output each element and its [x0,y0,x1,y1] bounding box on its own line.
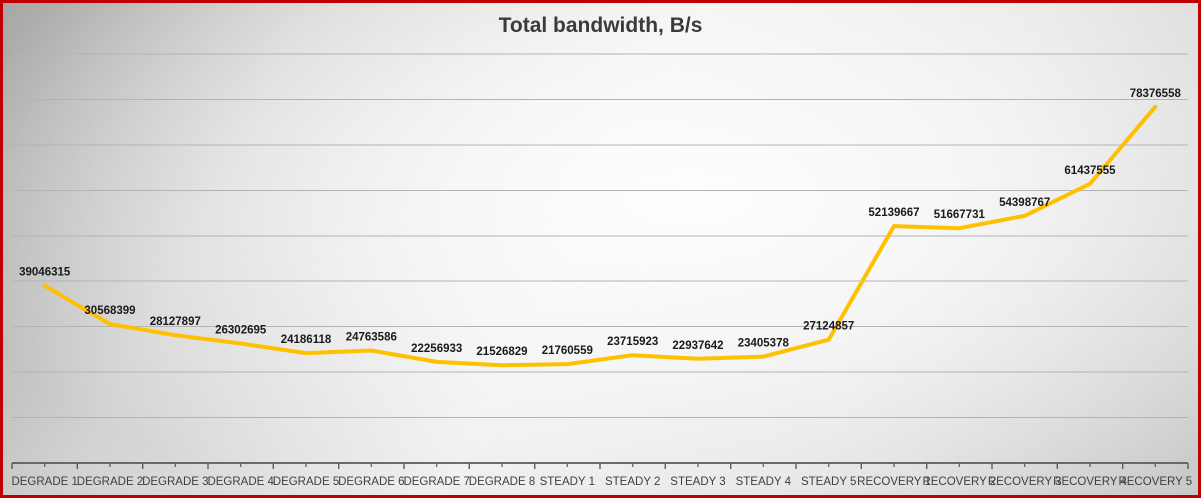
data-label: 52139667 [868,207,919,219]
data-label: 78376558 [1130,88,1182,100]
x-axis-label: DEGRADE 6 [338,476,404,488]
x-axis-label: STEADY 3 [670,476,725,488]
x-axis-label: STEADY 4 [736,476,792,488]
data-label: 30568399 [84,305,135,317]
data-label: 51667731 [934,209,986,221]
series-line-total-bandwidth [42,104,1158,368]
data-label: 22256933 [411,343,462,355]
x-axis-label: DEGRADE 8 [469,476,535,488]
data-label: 24186118 [281,334,332,346]
x-axis-label: DEGRADE 5 [273,476,339,488]
line-chart-plot-area: 39046315 30568399 28127897 26302695 24186118… [11,53,1192,488]
x-axis-label: DEGRADE 3 [142,476,208,488]
x-axis-label: RECOVERY 4 [1053,476,1127,488]
x-axis-label: STEADY 1 [540,476,595,488]
data-label: 27124857 [803,321,854,333]
x-axis-label: RECOVERY 5 [1118,476,1192,488]
x-axis-label: DEGRADE 4 [207,476,274,488]
data-label: 23715923 [607,336,658,348]
data-label: 21760559 [542,345,593,357]
data-label: 22937642 [672,340,723,352]
data-label: 26302695 [215,325,267,337]
x-axis-label: RECOVERY 1 [857,476,931,488]
data-label: 39046315 [19,267,71,279]
data-label: 54398767 [999,197,1050,209]
x-axis-label: RECOVERY 2 [922,476,996,488]
x-axis-label: DEGRADE 1 [11,476,77,488]
x-axis-label: STEADY 2 [605,476,660,488]
x-axis-label: DEGRADE 7 [403,476,469,488]
data-label: 61437555 [1064,165,1116,177]
data-label: 23405378 [738,338,790,350]
data-label: 21526829 [476,346,527,358]
x-axis-label: DEGRADE 2 [77,476,143,488]
chart-title: Total bandwidth, B/s [498,14,703,37]
data-label: 28127897 [150,316,201,328]
x-axis-label: STEADY 5 [801,476,856,488]
data-label: 24763586 [346,332,397,344]
x-axis-label: RECOVERY 3 [988,476,1062,488]
